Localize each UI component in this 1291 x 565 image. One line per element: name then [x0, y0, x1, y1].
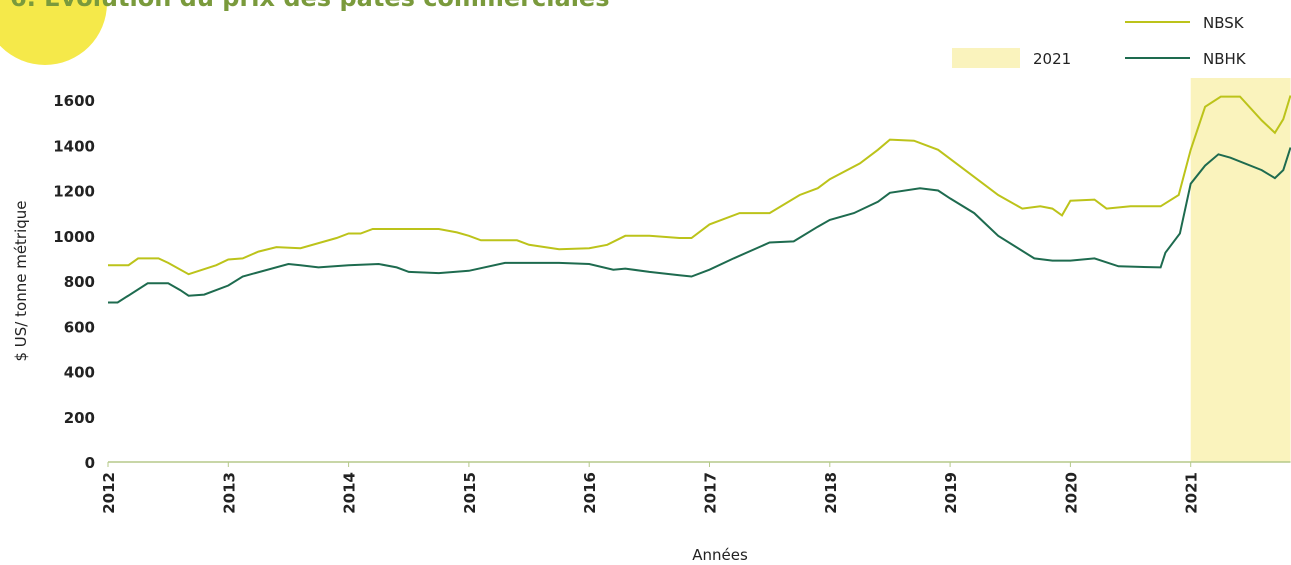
y-tick-label: 200 [64, 409, 95, 427]
y-tick-label: 1200 [53, 183, 95, 201]
y-axis-label: $ US/ tonne métrique [12, 200, 30, 361]
y-tick-label: 400 [64, 364, 95, 382]
chart-title: 6. Évolution du prix des pâtes commercia… [10, 0, 609, 12]
y-tick-label: 800 [64, 273, 95, 291]
x-tick-label: 2019 [942, 472, 960, 514]
y-tick-label: 1400 [53, 137, 95, 155]
y-tick-label: 1600 [53, 92, 95, 110]
y-tick-label: 0 [85, 454, 95, 472]
line-series [108, 95, 1291, 276]
y-tick-label: 600 [64, 318, 95, 336]
x-tick-label: 2020 [1062, 472, 1080, 514]
highlight-region [1190, 78, 1291, 462]
legend-label: 2021 [1033, 50, 1071, 68]
x-tick-label: 2016 [581, 472, 599, 514]
decor-circle [0, 0, 107, 65]
x-tick-label: 2017 [702, 472, 720, 514]
line-series [108, 147, 1291, 304]
legend-label: NBHK [1203, 50, 1247, 68]
x-tick-label: 2015 [461, 472, 479, 514]
y-tick-label: 1000 [53, 228, 95, 246]
x-tick-label: 2021 [1183, 472, 1201, 514]
x-tick-label: 2012 [100, 472, 118, 514]
x-axis-label: Années [692, 546, 748, 564]
legend-label: NBSK [1203, 14, 1245, 32]
legend-swatch [952, 48, 1020, 68]
x-tick-label: 2013 [220, 472, 238, 514]
x-tick-label: 2018 [822, 472, 840, 514]
x-tick-label: 2014 [341, 472, 359, 514]
